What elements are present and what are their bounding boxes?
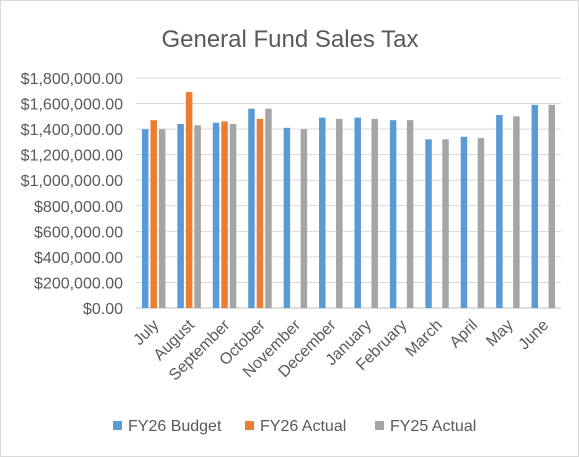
bars [141, 92, 556, 309]
bar [150, 120, 157, 309]
x-tick-label: March [402, 317, 445, 360]
bar [319, 117, 326, 308]
bar [531, 104, 539, 308]
y-tick-label: $1,200,000.00 [21, 148, 123, 165]
legend-swatch [375, 421, 384, 430]
bar [389, 120, 397, 309]
y-tick-label: $400,000.00 [34, 250, 123, 267]
bar [496, 115, 503, 308]
bar [177, 124, 184, 308]
x-tick-label: April [447, 317, 482, 352]
legend-label: FY26 Budget [128, 418, 222, 435]
bar [256, 118, 264, 308]
legend-swatch [245, 421, 254, 430]
grid-lines [136, 77, 561, 309]
x-tick-label: May [483, 317, 516, 350]
bar [158, 129, 166, 308]
y-tick-label: $1,400,000.00 [21, 122, 123, 139]
chart-title: General Fund Sales Tax [161, 26, 418, 53]
bar [229, 124, 237, 308]
bar [548, 104, 556, 308]
legend-label: FY26 Actual [260, 418, 346, 435]
legend-label: FY25 Actual [390, 418, 476, 435]
bar [442, 139, 449, 308]
bar [425, 139, 432, 308]
y-tick-label: $1,800,000.00 [21, 71, 123, 88]
bar [265, 108, 272, 309]
bar [194, 125, 201, 309]
y-tick-label: $1,000,000.00 [21, 173, 123, 190]
bar [460, 136, 468, 308]
legend: FY26 Budget FY26 Actual FY25 Actual [113, 418, 476, 435]
y-tick-label: $0.00 [83, 301, 123, 318]
x-axis: JulyAugustSeptemberOctoberNovemberDecemb… [130, 316, 552, 384]
bar [221, 121, 228, 308]
bar [248, 108, 255, 309]
y-tick-label: $600,000.00 [34, 224, 123, 241]
bar [336, 118, 343, 308]
y-tick-label: $1,600,000.00 [21, 97, 123, 114]
bar [354, 117, 361, 308]
bar [513, 116, 520, 308]
y-tick-label: $200,000.00 [34, 275, 123, 292]
y-tick-label: $800,000.00 [34, 199, 123, 216]
bar [141, 129, 149, 308]
bar [212, 122, 220, 308]
bar [406, 120, 414, 309]
x-tick-label: June [516, 317, 553, 354]
bar [185, 92, 193, 308]
bar [477, 138, 485, 308]
y-axis: $0.00 $200,000.00 $400,000.00 $600,000.00 $8… [21, 71, 123, 318]
bar [300, 129, 308, 308]
legend-swatch [113, 421, 122, 430]
bar [283, 127, 291, 308]
bar [371, 118, 378, 308]
